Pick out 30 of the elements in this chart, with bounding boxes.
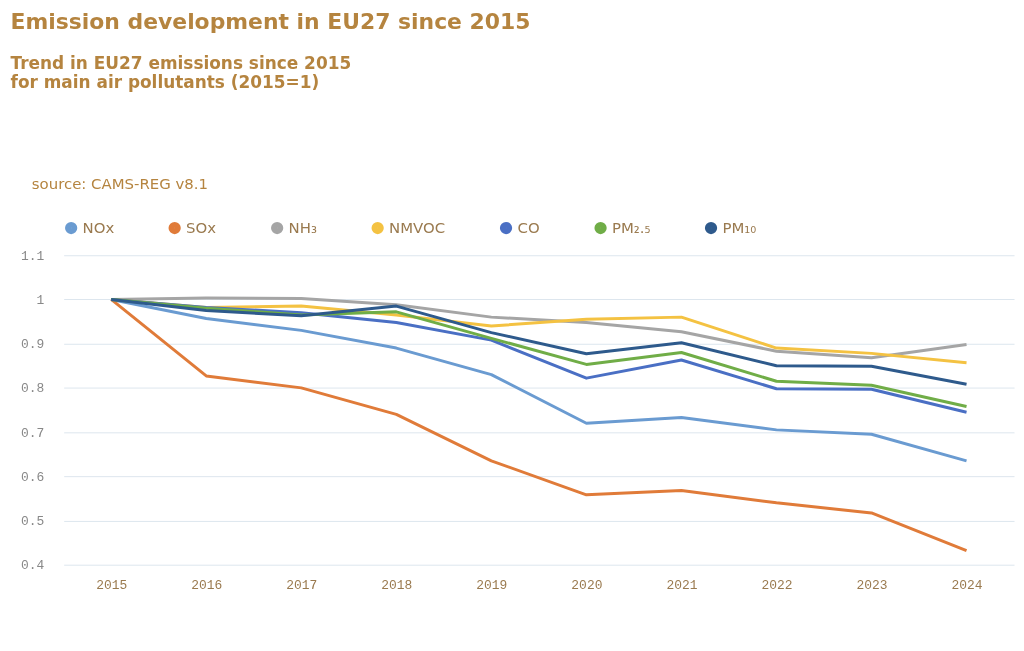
x-tick-label: 2019 [476,578,508,594]
line-series [109,297,969,553]
legend-label: NMVOC [389,219,446,237]
legend-label: NOx [82,219,115,237]
y-tick-label: 0.9 [21,337,45,353]
y-tick-label: 1 [36,292,45,308]
source-note: source: CAMS-REG v8.1 [31,174,209,193]
x-tick-label: 2023 [856,578,888,594]
x-tick-label: 2018 [381,578,413,594]
line-series [109,297,969,386]
legend-label: PM₂.₅ [612,219,651,237]
chart-subtitle: Trend in EU27 emissions since 2015 for main air pollutants (2015=1) [10,53,352,93]
chart-title: Emission development in EU27 since 2015 [10,9,531,35]
legend-label: CO [517,219,540,237]
y-tick-label: 0.8 [21,381,45,397]
y-tick-label: 0.5 [21,513,45,529]
y-tick-label: 0.7 [21,425,45,441]
legend-label: NH₃ [288,219,317,237]
x-tick-label: 2016 [191,578,223,594]
x-tick-label: 2020 [571,578,603,594]
x-tick-label: 2021 [666,578,698,594]
legend-label: PM₁₀ [722,219,757,237]
x-tick-label: 2015 [96,578,128,594]
x-tick-label: 2022 [761,578,793,594]
legend-label: SOx [186,219,217,237]
y-tick-label: 0.4 [21,558,45,574]
x-tick-label: 2017 [286,578,318,594]
y-tick-label: 1.1 [21,248,45,264]
y-tick-label: 0.6 [21,469,45,485]
x-tick-label: 2024 [951,578,983,594]
